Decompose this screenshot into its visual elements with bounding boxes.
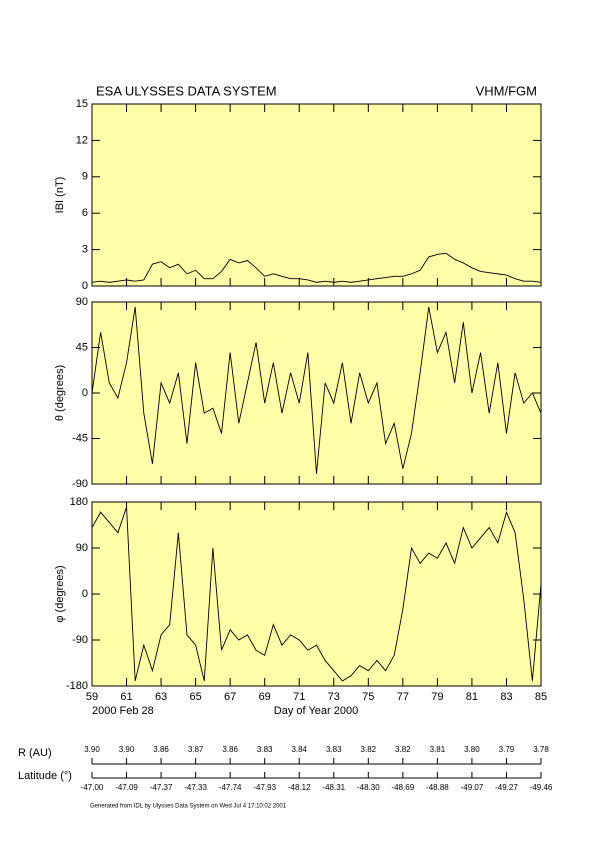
y-tick-label: 45: [76, 341, 88, 353]
x-tick-label: 75: [362, 691, 374, 703]
data-line: [91, 252, 542, 283]
y-tick-label: 90: [76, 542, 88, 554]
y-tick-label: 0: [82, 280, 88, 292]
secondary-tick-label: -48.12: [288, 783, 311, 792]
x-tick-label: 71: [293, 691, 305, 703]
secondary-tick-label: -49.07: [461, 783, 484, 792]
x-tick-label: 73: [328, 691, 340, 703]
secondary-tick-label: 3.84: [291, 745, 307, 754]
secondary-tick-label: 3.78: [533, 745, 549, 754]
y-tick-label: 0: [82, 588, 88, 600]
secondary-tick-label: 3.86: [153, 745, 169, 754]
secondary-tick-label: 3.82: [395, 745, 411, 754]
y-tick-label: 9: [82, 171, 88, 183]
y-tick-label: 3: [82, 244, 88, 256]
secondary-tick-label: -47.74: [219, 783, 242, 792]
secondary-tick-label: -48.30: [357, 783, 380, 792]
secondary-tick-label: 3.81: [430, 745, 446, 754]
x-tick-label: 67: [224, 691, 236, 703]
secondary-tick-label: -47.00: [81, 783, 104, 792]
y-tick-label: 90: [76, 296, 88, 308]
secondary-tick-label: -48.88: [426, 783, 449, 792]
secondary-tick-label: -47.93: [253, 783, 276, 792]
secondary-tick-label: -47.33: [184, 783, 207, 792]
secondary-tick-label: -49.27: [495, 783, 518, 792]
x-tick-label: 61: [120, 691, 132, 703]
x-tick-label: 83: [500, 691, 512, 703]
secondary-tick-label: 3.79: [499, 745, 515, 754]
plot-area: [91, 103, 542, 287]
y-tick-label: 15: [76, 98, 88, 110]
title: ESA ULYSSES DATA SYSTEM: [96, 83, 277, 98]
y-tick-label: -90: [72, 634, 88, 646]
secondary-tick-label: 3.83: [326, 745, 342, 754]
secondary-tick-label: -47.09: [115, 783, 138, 792]
y-tick-label: -180: [66, 680, 88, 692]
data-line: [91, 506, 542, 682]
secondary-axis-label: R (AU): [18, 747, 52, 759]
y-axis-label: θ (degrees): [54, 365, 66, 421]
footer: Generated from IDL by Ulysses Data Syste…: [90, 804, 287, 810]
x-axis-label: Day of Year 2000: [274, 705, 358, 717]
y-tick-label: 6: [82, 207, 88, 219]
plot-area: [91, 301, 542, 485]
x-tick-label: 69: [259, 691, 271, 703]
y-tick-label: -45: [72, 432, 88, 444]
x-tick-label: 79: [431, 691, 443, 703]
data-line: [91, 306, 542, 474]
secondary-tick-label: 3.90: [84, 745, 100, 754]
y-axis-label: φ (degrees): [54, 565, 66, 622]
plot-area: [91, 501, 542, 687]
secondary-tick-label: -48.31: [322, 783, 345, 792]
x-tick-label: 85: [535, 691, 547, 703]
secondary-tick-label: 3.83: [257, 745, 273, 754]
instrument: VHM/FGM: [476, 83, 537, 98]
x-tick-label: 77: [397, 691, 409, 703]
y-tick-label: -90: [72, 478, 88, 490]
secondary-tick-label: 3.87: [188, 745, 204, 754]
secondary-tick-label: -49.46: [530, 783, 553, 792]
secondary-tick-label: -47.37: [150, 783, 173, 792]
secondary-axis-label: Latitude (°): [18, 770, 72, 782]
secondary-tick-label: 3.80: [464, 745, 480, 754]
y-tick-label: 180: [70, 496, 88, 508]
start-date: 2000 Feb 28: [92, 705, 154, 717]
x-tick-label: 81: [466, 691, 478, 703]
x-tick-label: 59: [86, 691, 98, 703]
secondary-tick-label: 3.82: [361, 745, 377, 754]
x-tick-label: 65: [189, 691, 201, 703]
y-tick-label: 0: [82, 387, 88, 399]
secondary-tick-label: 3.90: [119, 745, 135, 754]
secondary-tick-label: 3.86: [222, 745, 238, 754]
secondary-tick-label: -48.69: [392, 783, 415, 792]
y-axis-label: IBI (nT): [54, 177, 66, 214]
x-tick-label: 63: [155, 691, 167, 703]
y-tick-label: 12: [76, 134, 88, 146]
